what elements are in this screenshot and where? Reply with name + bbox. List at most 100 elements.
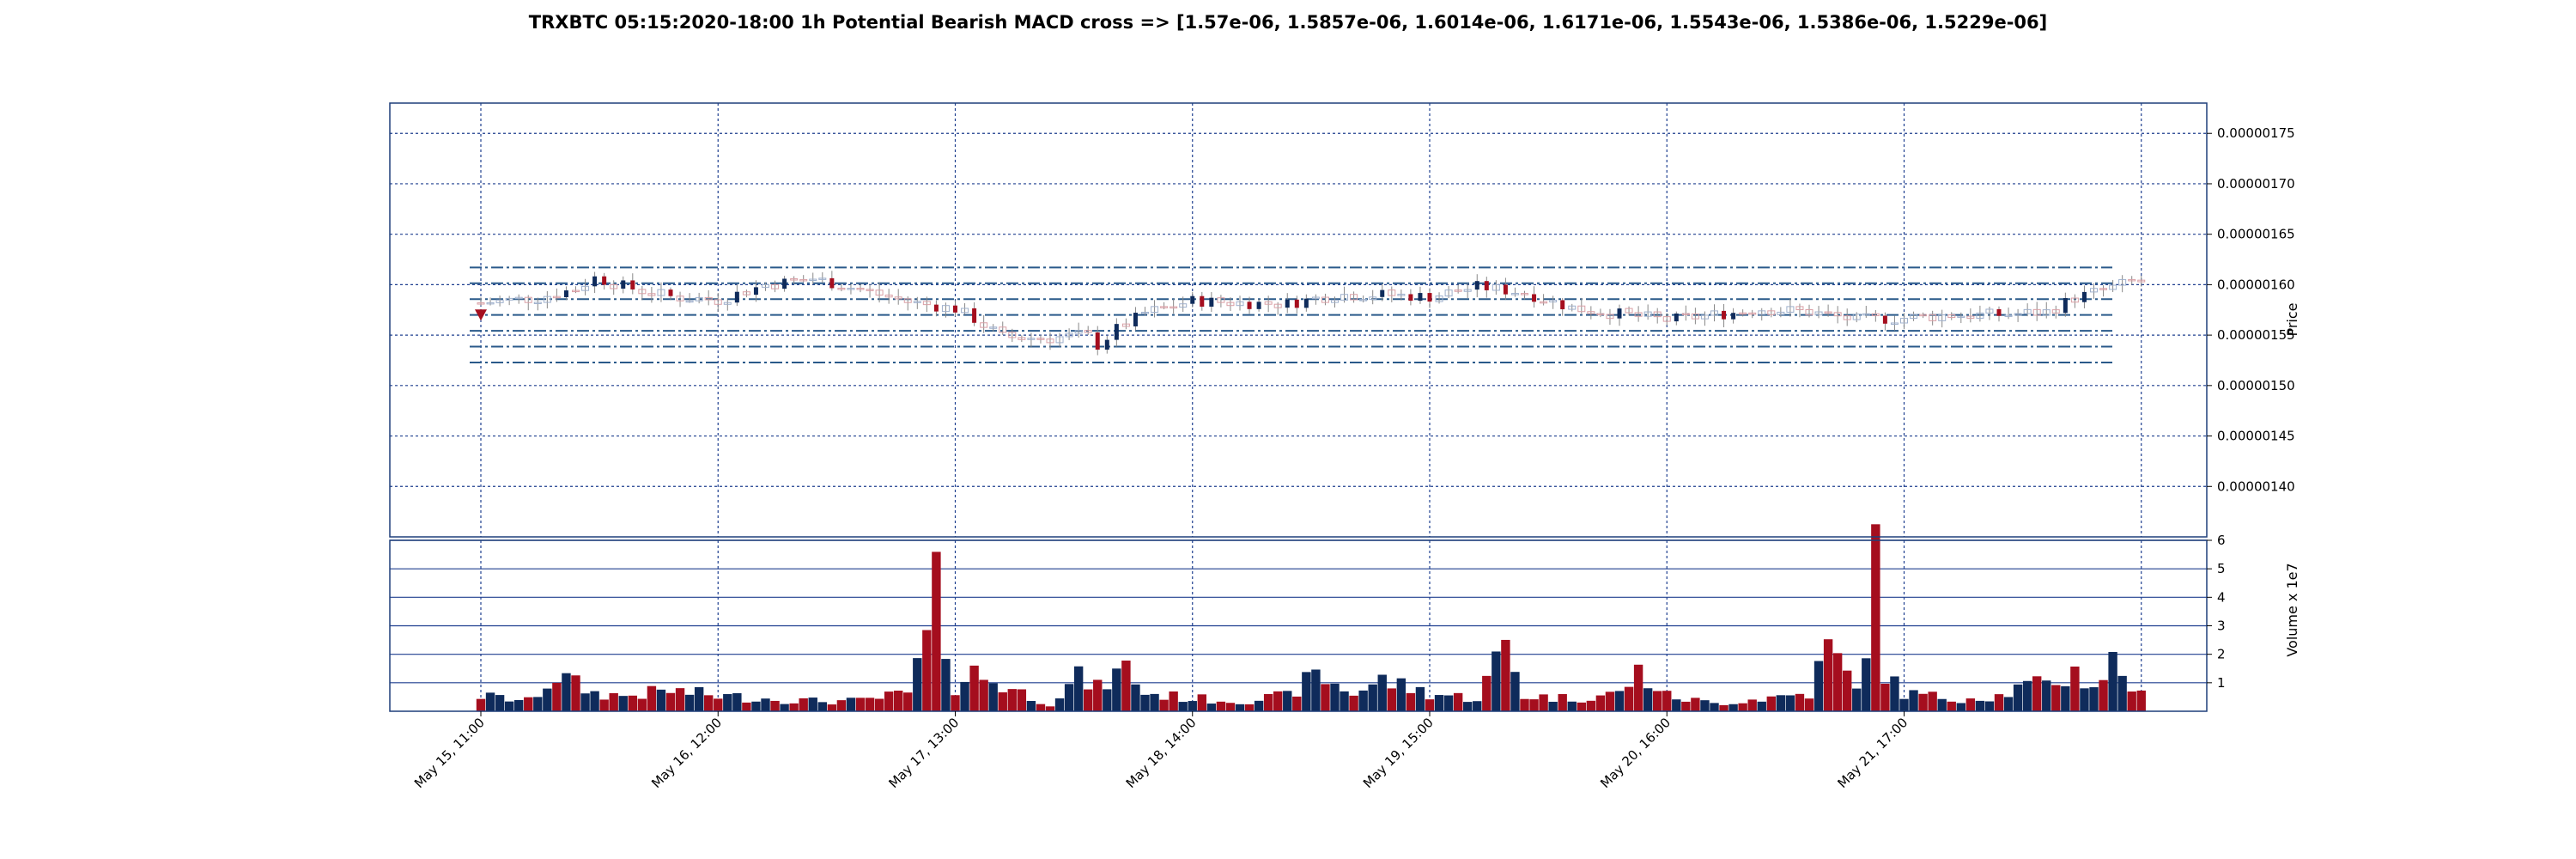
- volume-bar: [836, 700, 847, 711]
- price-tick-label: 0.00000160: [2217, 277, 2295, 292]
- bearish-signal-marker: [475, 309, 487, 321]
- candle-body: [771, 283, 780, 289]
- candle-body: [676, 295, 684, 302]
- candle-body: [1758, 310, 1766, 315]
- volume-bar: [609, 692, 618, 711]
- volume-bar: [1520, 698, 1529, 711]
- volume-bar: [1918, 693, 1928, 711]
- candle-body: [1321, 296, 1329, 303]
- volume-tick-label: 2: [2217, 647, 2226, 662]
- candle-body: [1285, 299, 1290, 308]
- signal-marker-group: [475, 309, 487, 321]
- candle-body: [1018, 337, 1026, 340]
- volume-bar: [599, 699, 609, 711]
- volume-bar: [1909, 690, 1918, 711]
- candle-body: [2128, 278, 2136, 282]
- volume-bar: [770, 700, 780, 711]
- volume-bar: [1814, 661, 1824, 711]
- volume-bar: [590, 691, 599, 711]
- candle-body: [1055, 336, 1064, 344]
- volume-bar: [1577, 702, 1586, 711]
- volume-bar: [1084, 689, 1093, 711]
- volume-bar: [855, 698, 866, 711]
- volume-bar: [1093, 679, 1103, 711]
- candle-body: [2118, 278, 2127, 286]
- candle-body: [552, 295, 561, 299]
- candle-body: [753, 287, 758, 295]
- volume-bar: [1073, 666, 1084, 711]
- candle-body: [563, 290, 568, 298]
- candle-body: [799, 278, 808, 282]
- volume-bar: [1862, 658, 1871, 711]
- volume-bar: [571, 675, 580, 711]
- candle-body: [1634, 312, 1643, 317]
- volume-bar: [1595, 695, 1606, 711]
- candle-body: [1786, 306, 1795, 313]
- volume-bar: [1473, 701, 1482, 711]
- volume-bar: [1719, 704, 1728, 711]
- candle-body: [1852, 314, 1861, 320]
- volume-bar: [2127, 691, 2136, 711]
- volume-bar: [846, 698, 856, 711]
- candle-body: [1691, 314, 1699, 320]
- candle-body: [704, 296, 713, 301]
- volume-axis-label: Volume x 1e7: [2284, 563, 2300, 656]
- candle-body: [1444, 289, 1453, 297]
- volume-bar: [1026, 701, 1036, 711]
- candle-body: [514, 296, 523, 300]
- volume-bar: [951, 695, 960, 711]
- candle-body: [1549, 299, 1558, 302]
- volume-bar: [1406, 692, 1416, 711]
- volume-bar: [1150, 693, 1159, 711]
- candle-body: [1662, 316, 1671, 322]
- volume-bar: [1169, 691, 1178, 711]
- candle-body: [505, 297, 513, 301]
- volume-bar: [1510, 672, 1520, 711]
- volume-bar: [1216, 701, 1226, 711]
- candle-body: [602, 276, 607, 285]
- volume-bar: [941, 659, 951, 711]
- volume-bar: [1567, 701, 1577, 711]
- candle-body: [1350, 294, 1358, 301]
- volume-bar: [1795, 693, 1805, 711]
- candle-body: [1957, 315, 1965, 319]
- candle-body: [1568, 305, 1577, 310]
- volume-bar: [656, 689, 666, 711]
- volume-bar: [894, 691, 903, 711]
- volume-bar: [817, 702, 827, 711]
- volume-bar: [1653, 691, 1662, 711]
- volume-bar: [618, 696, 628, 711]
- candle-body: [610, 284, 618, 289]
- candle-body: [1170, 306, 1178, 309]
- candle-body: [922, 301, 931, 306]
- volume-bar: [1017, 689, 1027, 711]
- candle-body: [524, 296, 532, 303]
- candle-body: [2137, 279, 2146, 283]
- volume-bar: [2108, 651, 2117, 711]
- volume-bar: [2032, 676, 2042, 711]
- volume-bar: [684, 694, 695, 711]
- volume-bar: [1443, 695, 1454, 711]
- candle-body: [1027, 338, 1036, 340]
- candle-body: [1938, 314, 1947, 321]
- candle-body: [630, 280, 635, 289]
- x-tick-label: May 15, 11:00: [411, 715, 488, 791]
- candle-body: [723, 302, 732, 305]
- volume-bars: [476, 524, 2146, 711]
- volume-bar: [865, 698, 875, 711]
- candle-body: [2051, 309, 2060, 314]
- volume-bar: [1283, 691, 1292, 711]
- volume-bar: [714, 698, 723, 711]
- volume-bar: [1159, 699, 1169, 711]
- candle-body: [980, 322, 988, 328]
- candle-body: [2090, 288, 2098, 293]
- volume-bar: [1965, 698, 1976, 711]
- volume-bar: [1302, 672, 1311, 711]
- price-tick-label: 0.00000170: [2217, 176, 2295, 192]
- volume-bar: [1624, 686, 1634, 711]
- axes: [389, 102, 2208, 712]
- candles: [477, 271, 2146, 356]
- volume-bar: [1321, 684, 1330, 711]
- candle-body: [477, 302, 485, 305]
- candle-body: [1065, 332, 1073, 338]
